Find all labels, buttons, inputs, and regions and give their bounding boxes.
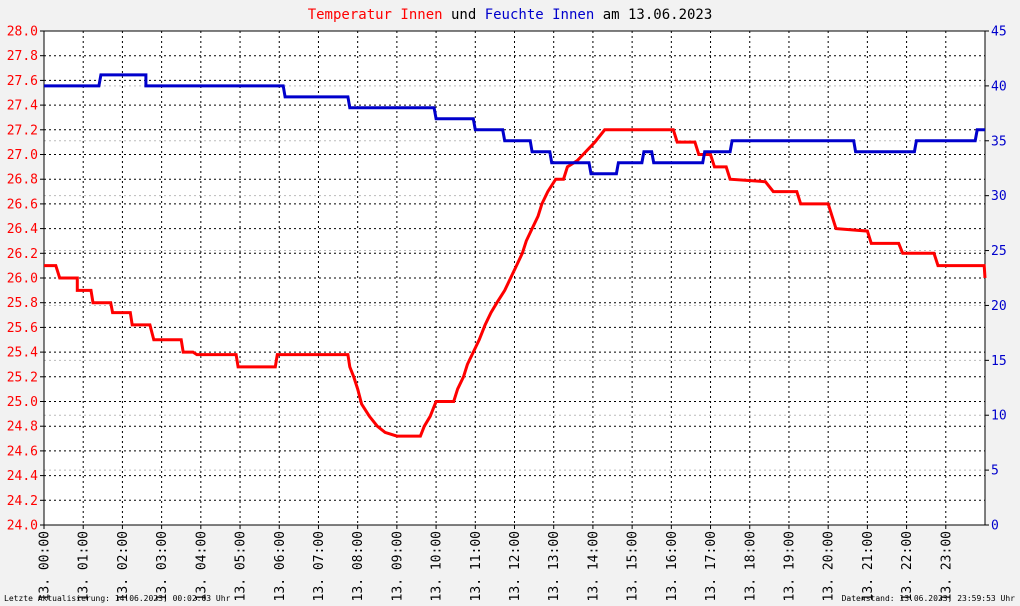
left-tick-label: 25.8 xyxy=(7,296,38,311)
x-tick-label: 13. 23:00 xyxy=(939,531,954,601)
left-tick-label: 24.0 xyxy=(7,519,38,534)
right-tick-label: 15 xyxy=(991,354,1007,369)
x-tick-label: 13. 09:00 xyxy=(390,531,405,601)
x-tick-label: 13. 01:00 xyxy=(77,531,92,601)
right-tick-label: 40 xyxy=(991,79,1007,94)
x-tick-label: 13. 04:00 xyxy=(194,531,209,601)
chart-title: Temperatur Innen und Feuchte Innen am 13… xyxy=(308,7,713,23)
grid xyxy=(43,30,986,526)
x-tick-label: 13. 16:00 xyxy=(665,531,680,601)
right-tick-label: 10 xyxy=(991,409,1007,424)
right-tick-label: 0 xyxy=(991,519,999,534)
x-tick-label: 13. 21:00 xyxy=(861,531,876,601)
left-tick-label: 26.4 xyxy=(7,222,38,237)
left-tick-label: 25.6 xyxy=(7,321,38,336)
right-tick-label: 5 xyxy=(991,464,999,479)
left-tick-label: 27.0 xyxy=(7,148,38,163)
left-tick-label: 24.8 xyxy=(7,420,38,435)
footer-data-status: Datenstand: 13.06.2023, 23:59:53 Uhr xyxy=(842,594,1016,603)
title-connector: und xyxy=(443,7,485,23)
title-temperature: Temperatur Innen xyxy=(308,7,443,23)
x-tick-label: 13. 02:00 xyxy=(116,531,131,601)
x-tick-label: 13. 10:00 xyxy=(430,531,445,601)
x-tick-label: 13. 05:00 xyxy=(234,531,249,601)
left-tick-label: 24.4 xyxy=(7,469,38,484)
x-tick-label: 13. 13:00 xyxy=(547,531,562,601)
x-tick-label: 13. 12:00 xyxy=(508,531,523,601)
x-tick-label: 13. 00:00 xyxy=(38,531,53,601)
left-tick-label: 27.4 xyxy=(7,99,38,114)
x-tick-label: 13. 20:00 xyxy=(822,531,837,601)
x-tick-label: 13. 18:00 xyxy=(743,531,758,601)
left-tick-label: 25.0 xyxy=(7,395,38,410)
right-tick-label: 35 xyxy=(991,134,1007,149)
left-tick-label: 26.2 xyxy=(7,247,38,262)
x-tick-label: 13. 17:00 xyxy=(704,531,719,601)
x-tick-label: 13. 03:00 xyxy=(155,531,170,601)
right-axis: 0 5 10 15 20 25 30 35 40 45 xyxy=(985,25,1007,534)
title-date: am 13.06.2023 xyxy=(594,7,712,23)
right-tick-label: 45 xyxy=(991,25,1007,40)
left-axis: 24.0 24.2 24.4 24.6 24.8 25.0 25.2 25.4 25.6 25.8… xyxy=(7,25,44,534)
title-humidity: Feuchte Innen xyxy=(485,7,595,23)
x-tick-label: 13. 07:00 xyxy=(312,531,327,601)
series-layer xyxy=(44,73,987,438)
left-tick-label: 27.6 xyxy=(7,74,38,89)
left-tick-label: 27.8 xyxy=(7,49,38,64)
left-tick-label: 26.0 xyxy=(7,272,38,287)
left-tick-label: 26.6 xyxy=(7,197,38,212)
x-axis: 13. 00:00 13. 01:00 13. 02:00 13. 03:00 13. … xyxy=(38,525,954,601)
humidity-line xyxy=(44,73,985,176)
left-tick-label: 27.2 xyxy=(7,123,38,138)
x-tick-label: 13. 14:00 xyxy=(586,531,601,601)
left-tick-label: 24.2 xyxy=(7,494,38,509)
temperature-line xyxy=(44,128,987,438)
right-tick-label: 30 xyxy=(991,189,1007,204)
left-tick-label: 26.8 xyxy=(7,173,38,188)
left-tick-label: 25.4 xyxy=(7,346,38,361)
x-tick-label: 13. 06:00 xyxy=(273,531,288,601)
x-tick-label: 13. 22:00 xyxy=(900,531,915,601)
left-tick-label: 28.0 xyxy=(7,25,38,40)
x-tick-label: 13. 19:00 xyxy=(782,531,797,601)
x-tick-label: 13. 15:00 xyxy=(626,531,641,601)
right-tick-label: 20 xyxy=(991,299,1007,314)
left-tick-label: 24.6 xyxy=(7,444,38,459)
right-tick-label: 25 xyxy=(991,244,1007,259)
left-tick-label: 25.2 xyxy=(7,370,38,385)
footer-last-update: Letzte Aktualisierung: 14.06.2023, 00:02… xyxy=(4,594,231,603)
x-tick-label: 13. 08:00 xyxy=(351,531,366,601)
x-tick-label: 13. 11:00 xyxy=(469,531,484,601)
